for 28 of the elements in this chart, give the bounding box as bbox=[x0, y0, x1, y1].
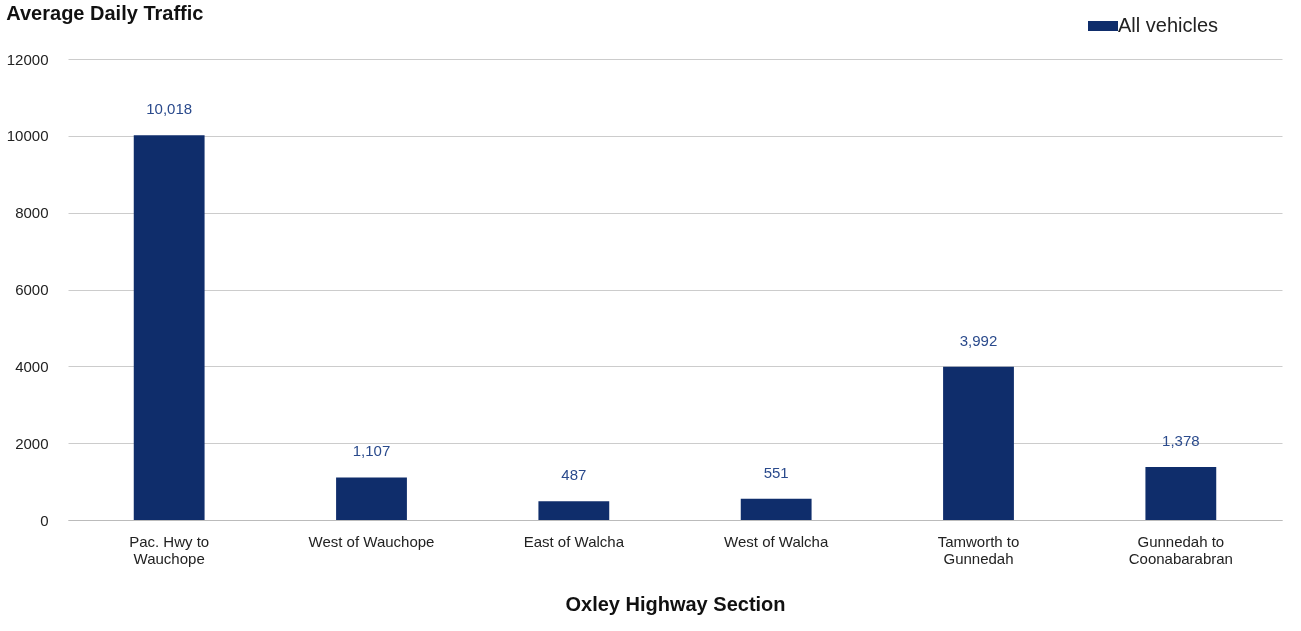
data-label: 551 bbox=[763, 463, 789, 481]
data-label: 487 bbox=[561, 466, 587, 484]
y-tick-label: 0 bbox=[40, 511, 49, 529]
data-label: 3,992 bbox=[959, 331, 998, 349]
bar bbox=[943, 366, 1014, 520]
chart-title: Average Daily Traffic bbox=[6, 2, 204, 24]
y-tick-label: 4000 bbox=[15, 357, 49, 375]
x-tick-label: Tamworth to Gunnedah bbox=[937, 532, 1020, 567]
bar bbox=[133, 135, 205, 520]
y-tick-label: 2000 bbox=[15, 434, 49, 452]
x-axis-title: Oxley Highway Section bbox=[565, 592, 786, 615]
data-label: 10,018 bbox=[146, 100, 193, 118]
y-tick-label: 8000 bbox=[15, 204, 49, 222]
bar bbox=[336, 477, 407, 520]
x-tick-label: Gunnedah to Coonabarabran bbox=[1128, 532, 1233, 567]
bar bbox=[740, 498, 812, 520]
bar bbox=[538, 501, 610, 520]
legend-label: All vehicles bbox=[1118, 14, 1219, 36]
x-tick-label: West of Walcha bbox=[724, 532, 829, 550]
data-label: 1,107 bbox=[352, 442, 391, 460]
y-tick-label: 6000 bbox=[15, 281, 49, 298]
x-tick-label: West of Wauchope bbox=[308, 532, 435, 550]
y-tick-label: 12000 bbox=[6, 50, 49, 68]
y-tick-label: 10000 bbox=[6, 127, 49, 145]
x-tick-label: East of Walcha bbox=[523, 532, 625, 550]
bar bbox=[1145, 467, 1217, 520]
data-label: 1,378 bbox=[1162, 432, 1200, 450]
x-tick-label: Pac. Hwy to Wauchope bbox=[129, 532, 210, 567]
